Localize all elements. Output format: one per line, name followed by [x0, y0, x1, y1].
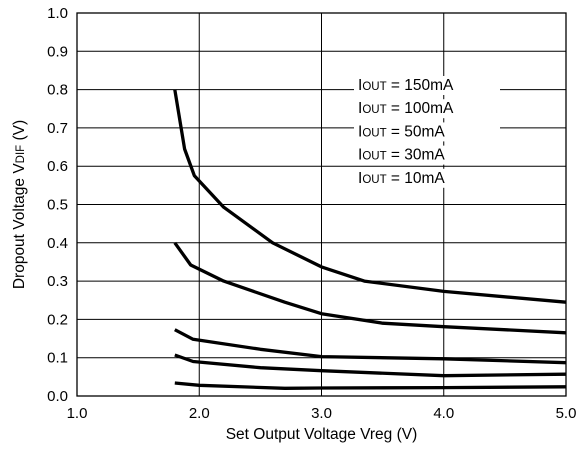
legend-entry-subscript: OUT — [362, 127, 386, 139]
legend-entry-subscript: OUT — [362, 151, 386, 163]
legend-entry-prefix: I — [358, 147, 362, 164]
y-tick-label: 0.6 — [47, 158, 68, 175]
legend-entry-prefix: I — [358, 123, 362, 140]
x-tick-label: 4.0 — [433, 405, 454, 422]
y-tick-label: 0.9 — [47, 43, 68, 60]
x-tick-label: 5.0 — [556, 405, 577, 422]
plot-frame — [76, 12, 567, 397]
y-tick-label: 0.4 — [47, 235, 68, 252]
x-axis-label: Set Output Voltage Vreg (V) — [226, 426, 418, 443]
y-axis-label-subscript: DIF — [15, 145, 27, 164]
legend-entry-label: = 30mA — [387, 147, 446, 164]
legend-entry-label: = 100mA — [387, 100, 454, 117]
y-axis-label: Dropout Voltage VDIF (V) — [11, 120, 28, 289]
y-tick-label: 0.1 — [47, 350, 68, 367]
legend-background — [354, 99, 500, 119]
legend-entry-label: = 50mA — [387, 123, 446, 140]
y-tick-label: 0.7 — [47, 120, 68, 137]
series-line-1 — [173, 89, 567, 304]
legend-entry: IOUT = 100mA — [358, 100, 454, 117]
legend-entry-subscript: OUT — [362, 81, 386, 93]
legend-background — [354, 168, 500, 188]
legend-entry: IOUT = 50mA — [358, 123, 445, 140]
series-line-5 — [174, 381, 567, 390]
legend-background — [354, 76, 500, 95]
y-tick-label: 0.8 — [47, 82, 68, 99]
legend-entry-subscript: OUT — [362, 104, 386, 116]
legend-entry-prefix: I — [358, 100, 362, 117]
legend-background — [354, 122, 500, 142]
legend-entry-subscript: OUT — [362, 174, 386, 186]
legend-entry-label: = 10mA — [387, 170, 446, 187]
y-tick-label: 0.2 — [47, 311, 68, 328]
legend-entry-prefix: I — [358, 170, 362, 187]
y-tick-label: 0.5 — [47, 197, 68, 214]
x-tick-label: 3.0 — [311, 405, 332, 422]
y-tick-label: 0.0 — [47, 388, 68, 405]
legend-entry: IOUT = 150mA — [358, 77, 454, 94]
y-axis-label-unit: (V) — [11, 120, 28, 145]
x-tick-label: 2.0 — [189, 405, 210, 422]
legend-entry-prefix: I — [358, 77, 362, 94]
y-tick-labels: 0.0 0.1 0.2 0.3 0.4 0.5 0.6 0.7 0.8 0.9 1.0 — [47, 5, 68, 405]
y-axis-label-main: Dropout Voltage V — [11, 163, 28, 289]
x-tick-labels: 1.0 2.0 3.0 4.0 5.0 — [67, 405, 577, 422]
legend-entry-label: = 150mA — [387, 77, 454, 94]
legend-background — [354, 145, 500, 165]
series-layer — [173, 89, 567, 390]
legend-entry: IOUT = 30mA — [358, 147, 445, 164]
grid-lines — [76, 12, 567, 397]
x-tick-label: 1.0 — [67, 405, 88, 422]
series-line-4 — [174, 353, 567, 378]
y-tick-label: 1.0 — [47, 5, 68, 22]
y-tick-label: 0.3 — [47, 273, 68, 290]
legend-entry: IOUT = 10mA — [358, 170, 445, 187]
series-line-2 — [173, 241, 567, 335]
series-line-3 — [174, 328, 567, 365]
